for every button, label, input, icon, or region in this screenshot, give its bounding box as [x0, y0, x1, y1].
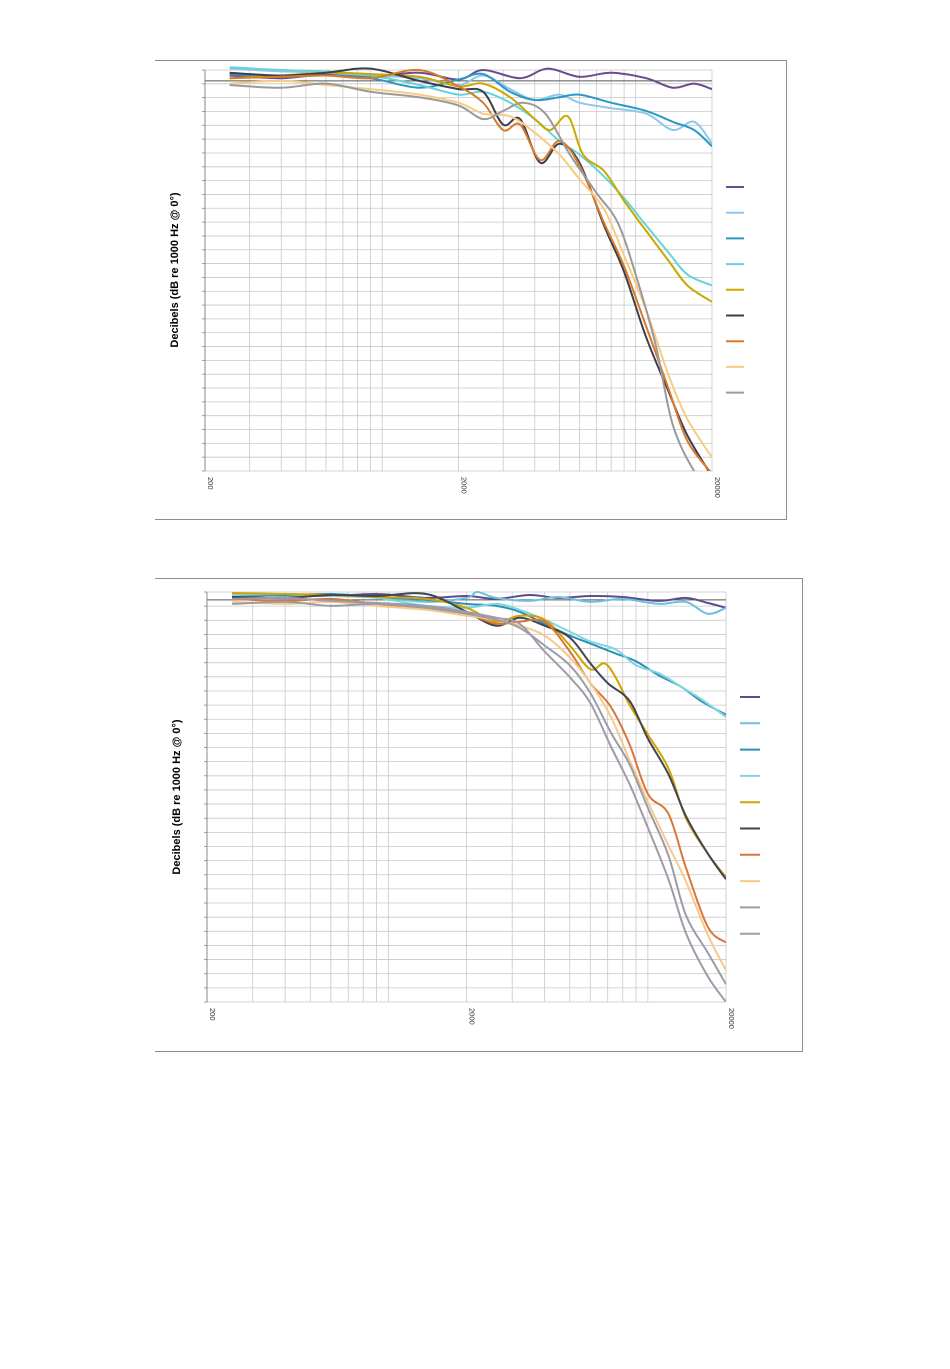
series-line-7: [229, 68, 712, 471]
series-line-6: [232, 592, 726, 880]
x-tick-label: 200: [208, 1008, 217, 1021]
legend: [726, 186, 744, 394]
series-line-5: [232, 592, 726, 878]
chart-panel-bottom: [155, 578, 803, 1052]
x-tick-label: 200: [206, 477, 215, 490]
series-line-3: [229, 72, 712, 148]
series-group: [232, 591, 726, 1002]
series-line-7: [232, 597, 726, 944]
x-tick-label: 2000: [460, 477, 469, 494]
series-line-8: [229, 79, 712, 458]
chart-panel-top: [155, 60, 787, 520]
series-line-4: [229, 66, 712, 287]
series-line-9: [229, 82, 696, 471]
series-line-9: [232, 600, 726, 985]
series-line-1: [229, 67, 712, 91]
legend: [740, 696, 760, 935]
series-line-2: [229, 67, 712, 145]
chart-2: 200 2000 20000 Decibels (dB re 1000 Hz @ 0°…: [171, 591, 760, 1029]
chart-1: 200 2000 20000 Decibels (dB re 1000 Hz @ 0°…: [169, 66, 744, 498]
y-axis-label: Decibels (dB re 1000 Hz @ 0°): [171, 719, 183, 874]
series-line-10: [232, 596, 726, 1002]
x-tick-label: 20000: [713, 477, 722, 498]
series-line-6: [229, 67, 710, 471]
series-line-5: [229, 71, 712, 303]
series-line-3: [232, 592, 726, 716]
grid: [206, 591, 727, 1003]
series-group: [229, 66, 712, 471]
y-axis-label: Decibels (dB re 1000 Hz @ 0°): [169, 192, 181, 347]
x-tick-label: 20000: [727, 1008, 736, 1029]
series-line-4: [232, 592, 726, 718]
series-line-8: [232, 600, 726, 971]
x-tick-label: 2000: [468, 1008, 477, 1025]
grid: [204, 69, 713, 472]
